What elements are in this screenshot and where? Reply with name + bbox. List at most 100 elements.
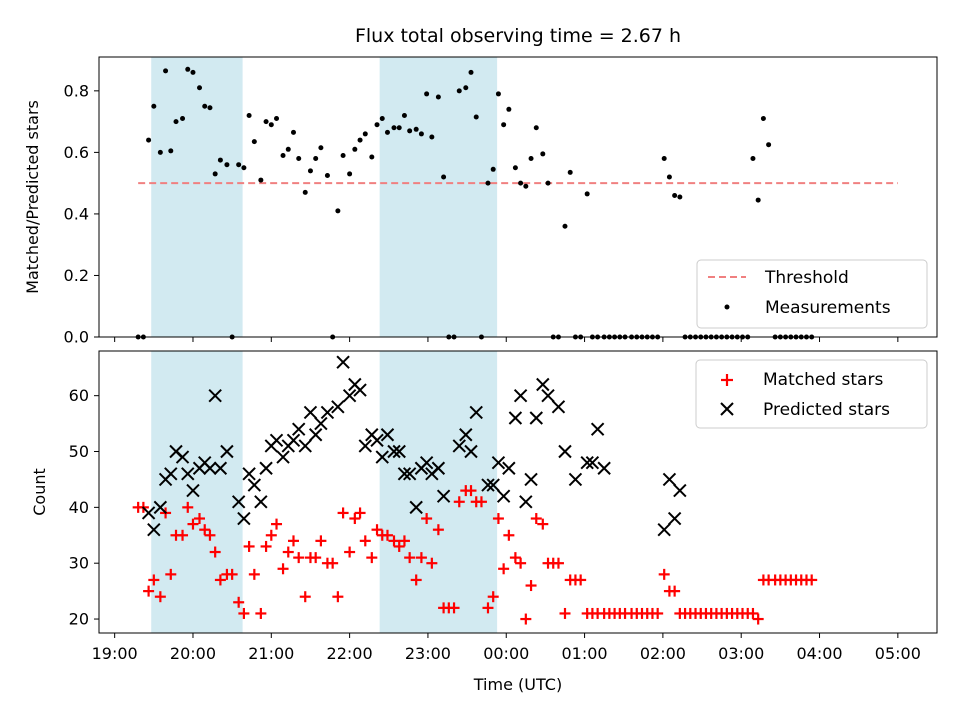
measurement-point xyxy=(750,156,756,162)
predicted-star-point xyxy=(551,400,566,414)
measurement-point xyxy=(666,174,672,180)
matched-star-point xyxy=(187,518,199,530)
matched-star-point xyxy=(299,591,311,603)
x-tick-label: 01:00 xyxy=(562,644,608,663)
predicted-star-point xyxy=(242,467,256,481)
bottom-y-tick-label: 60 xyxy=(69,386,89,405)
predicted-star-point xyxy=(481,478,495,492)
predicted-star-point xyxy=(220,444,234,459)
x-tick-label: 02:00 xyxy=(640,644,686,663)
predicted-star-point xyxy=(213,461,228,475)
legend-predicted-label: Predicted stars xyxy=(763,400,890,420)
top-shaded-intervals xyxy=(151,57,498,337)
predicted-star-point xyxy=(153,500,168,515)
measurement-point xyxy=(435,94,441,100)
measurement-point xyxy=(677,194,683,200)
predicted-star-point xyxy=(597,461,611,475)
predicted-star-point xyxy=(519,495,533,509)
predicted-star-point xyxy=(342,388,357,403)
measurement-point xyxy=(236,162,242,168)
matched-star-point xyxy=(214,574,226,586)
predicted-star-point xyxy=(358,439,372,453)
top-y-axis-ticks: 0.0 0.2 0.4 0.6 0.8 xyxy=(64,81,99,347)
x-tick-label: 05:00 xyxy=(875,644,921,663)
matched-star-point xyxy=(349,513,361,525)
bottom-legend: Matched stars Predicted stars xyxy=(695,359,928,429)
predicted-star-point xyxy=(259,461,273,475)
matched-star-point xyxy=(277,563,289,575)
measurement-point xyxy=(545,180,551,186)
measurement-point xyxy=(168,148,174,154)
predicted-star-point xyxy=(380,428,395,442)
predicted-star-point xyxy=(536,377,550,392)
x-tick-label: 23:00 xyxy=(405,644,451,663)
matched-star-point xyxy=(238,607,250,619)
predicted-stars-series xyxy=(141,355,687,537)
predicted-star-point xyxy=(203,461,217,475)
measurement-point xyxy=(501,122,507,128)
measurement-point xyxy=(384,129,390,135)
measurement-point xyxy=(268,122,274,128)
measurement-point xyxy=(335,208,341,214)
predicted-star-point xyxy=(331,400,345,414)
predicted-star-point xyxy=(164,467,178,481)
top-axes-frame xyxy=(98,56,938,338)
measurement-point xyxy=(157,149,163,155)
matched-star-point xyxy=(354,507,366,519)
matched-star-point xyxy=(806,574,818,586)
measurement-point xyxy=(146,137,152,143)
measurement-point xyxy=(518,180,524,186)
predicted-star-point xyxy=(508,411,523,425)
predicted-star-point xyxy=(529,411,543,425)
measurement-point xyxy=(755,197,761,203)
measurement-point xyxy=(407,128,413,134)
matched-star-point xyxy=(492,513,504,525)
measurement-point xyxy=(413,126,419,132)
matched-star-point xyxy=(475,496,487,508)
matched-star-point xyxy=(199,524,211,536)
predicted-star-point xyxy=(419,455,434,470)
measurement-point xyxy=(523,183,529,189)
measurement-point xyxy=(263,119,269,125)
top-y-tick-label: 0.4 xyxy=(64,204,89,223)
matched-star-point xyxy=(260,540,272,552)
matched-star-point xyxy=(287,535,299,547)
predicted-star-point xyxy=(208,388,222,403)
matched-star-point xyxy=(575,574,587,586)
matched-star-point xyxy=(359,535,371,547)
bottom-y-tick-label: 50 xyxy=(69,442,89,461)
measurement-point xyxy=(362,131,368,137)
predicted-star-point xyxy=(254,495,268,509)
predicted-star-point xyxy=(673,483,687,498)
measurement-point xyxy=(280,152,286,158)
matched-star-point xyxy=(559,607,571,619)
predicted-star-point xyxy=(585,455,600,470)
top-y-tick-label: 0.6 xyxy=(64,143,89,162)
matched-star-point xyxy=(421,513,433,525)
predicted-star-point xyxy=(558,444,572,459)
bottom-y-tick-label: 30 xyxy=(69,554,89,573)
measurement-point xyxy=(584,191,590,197)
matched-star-point xyxy=(515,557,527,569)
x-tick-label: 20:00 xyxy=(170,644,216,663)
matched-star-point xyxy=(255,607,267,619)
measurement-point xyxy=(296,156,302,162)
matched-star-point xyxy=(530,513,542,525)
measurement-point xyxy=(512,165,518,171)
predicted-star-point xyxy=(436,489,451,503)
measurement-point xyxy=(251,139,257,145)
matched-star-point xyxy=(747,607,759,619)
predicted-star-point xyxy=(353,383,367,397)
predicted-star-point xyxy=(513,388,528,403)
predicted-star-point xyxy=(237,511,251,526)
x-tick-label: 03:00 xyxy=(718,644,764,663)
predicted-star-point xyxy=(269,433,284,448)
x-tick-label: 04:00 xyxy=(796,644,842,663)
predicted-star-point xyxy=(292,422,306,436)
legend-measurements-swatch xyxy=(724,304,730,310)
matched-star-point xyxy=(165,568,177,580)
matched-star-point xyxy=(537,518,549,530)
legend-measurements-label: Measurements xyxy=(765,298,891,318)
measurement-point xyxy=(180,116,186,122)
